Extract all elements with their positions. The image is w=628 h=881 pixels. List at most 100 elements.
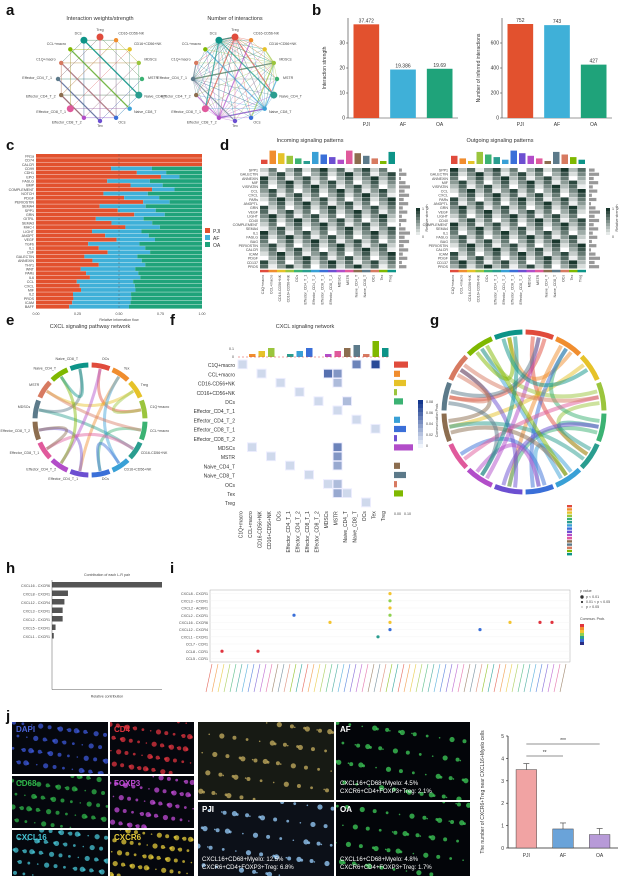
heat-cell-6-7 (319, 193, 328, 198)
heat-cell-8-5 (302, 201, 311, 206)
heat-cell-11-10 (345, 214, 354, 219)
heat-cell-9-11 (342, 442, 352, 452)
micro-label-dapi: DAPI (16, 725, 36, 734)
heat-cell-9-14 (371, 442, 381, 452)
heat-cell-3-10 (535, 180, 544, 185)
speckle-53 (137, 766, 142, 771)
flow-bar-pji-30 (36, 279, 77, 284)
heat-cell-17-12 (552, 239, 561, 244)
ribbon-3 (111, 389, 142, 414)
heat-cell-7-15 (387, 197, 396, 202)
heat-cell-21-15 (577, 256, 586, 261)
speckle-54 (129, 863, 136, 869)
dot-col-label-38 (433, 663, 441, 693)
heat-cell-14-3 (285, 226, 294, 231)
heat-cell-8-8 (314, 433, 324, 443)
heat-cell-15-2 (277, 231, 286, 235)
heat-cell-19-13 (370, 247, 379, 252)
speckle-57 (121, 823, 123, 825)
heat-cell-9-12 (552, 205, 561, 210)
dot-col-label-56 (541, 663, 549, 693)
x-tick-label-oa: OA (596, 853, 604, 859)
heat-cell-21-1 (458, 256, 467, 261)
speckle-13 (115, 723, 120, 728)
heat-cell-14-14 (371, 488, 381, 498)
heat-cell-5-14 (569, 189, 578, 193)
heat-cell-1-11 (543, 172, 552, 177)
flow-bar-af-14 (134, 212, 165, 217)
speckle-37 (342, 824, 344, 827)
heat-cell-2-5 (285, 378, 295, 388)
pathway-label-6: FASLG (22, 180, 34, 184)
heat-cell-4-7 (304, 396, 314, 406)
speckle-15 (118, 821, 123, 826)
col-label-1: CCL+macro (270, 275, 274, 294)
speckle-38 (183, 806, 187, 809)
x-tick-label-pji: PJI (363, 122, 370, 128)
col-summary-bar-12 (553, 151, 560, 164)
flow-bar-pji-7 (36, 183, 131, 188)
pair-label-6: CXCL1 - CXCR1 (23, 635, 50, 639)
speckle-37 (173, 858, 178, 863)
speckle-25 (164, 731, 169, 736)
heat-cell-9-3 (266, 442, 276, 452)
flow-bar-oa-19 (148, 233, 202, 238)
heat-cell-18-5 (492, 243, 501, 248)
heat-cell-5-6 (295, 406, 305, 415)
heat-cell-11-11 (543, 214, 552, 219)
heat-cell-5-13 (361, 406, 371, 415)
speckle-44 (430, 835, 436, 841)
heat-cell-20-1 (458, 252, 467, 256)
row-label-2: ANNEXIN (432, 177, 448, 181)
heat-cell-22-0 (260, 260, 269, 265)
speckle-30 (368, 785, 370, 787)
heat-cell-11-13 (361, 461, 371, 470)
flow-bar-pji-13 (36, 208, 118, 213)
flow-bar-pji-14 (36, 212, 135, 217)
speckle-59 (273, 854, 280, 860)
sector-label-12: MDSCs (18, 405, 31, 409)
heat-cell-23-7 (509, 264, 518, 269)
speckle-30 (79, 802, 82, 804)
network-edge-81 (218, 40, 265, 109)
heat-cell-21-4 (294, 256, 303, 261)
heat-cell-6-5 (492, 193, 501, 198)
heat-cell-18-10 (535, 243, 544, 248)
speckle-29 (232, 735, 237, 740)
heat-cell-1-3 (266, 369, 276, 378)
heat-cell-14-9 (336, 226, 345, 231)
speckle-33 (67, 754, 70, 758)
ribbon-12 (38, 368, 83, 413)
micro-big-oa-speckle (336, 802, 470, 876)
panel-letter-e: e (6, 312, 15, 329)
network-node-label-14: CCL+macro (182, 42, 201, 46)
heat-cell-14-12 (362, 226, 371, 231)
speckle-52 (190, 735, 193, 739)
heat-cell-12-10 (345, 218, 354, 223)
heat-cell-11-9 (526, 214, 535, 219)
speckle-30 (155, 729, 162, 735)
heat-cell-23-13 (560, 264, 569, 269)
row-label-4: VISFATIN (432, 185, 448, 189)
panel-letter-d: d (220, 137, 230, 154)
col-summary-bar-8 (519, 153, 526, 164)
col-label-0: C1Q+macro (239, 511, 245, 538)
row-label-9: GRN (250, 206, 258, 210)
dot-col-label-9 (259, 663, 267, 693)
heat-cell-9-10 (535, 205, 544, 210)
speckle-10 (88, 769, 93, 774)
speckle-42 (226, 793, 232, 799)
heat-cell-14-7 (304, 488, 314, 498)
speckle-46 (125, 830, 131, 834)
heat-cell-10-14 (371, 452, 381, 461)
heat-cell-7-7 (304, 424, 314, 434)
heat-cell-11-2 (257, 461, 267, 470)
heat-cell-5-2 (277, 189, 286, 193)
flow-bar-oa-13 (155, 208, 202, 213)
heat-cell-6-12 (552, 193, 561, 198)
y-axis-title: Interaction strength (322, 46, 328, 89)
heat-cell-9-6 (501, 205, 510, 210)
heat-cell-14-9 (526, 226, 535, 231)
col-label-4: DCs (485, 275, 489, 282)
